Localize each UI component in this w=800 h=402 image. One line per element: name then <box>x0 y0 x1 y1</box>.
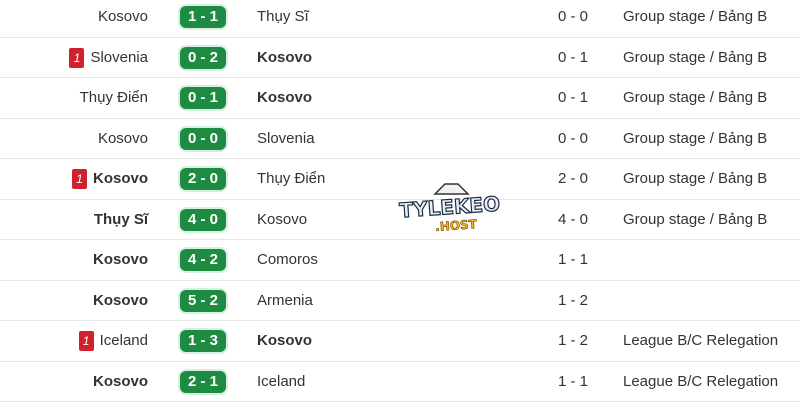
svg-text:TYLEKEO: TYLEKEO <box>399 192 501 223</box>
away-team-name: Kosovo <box>257 200 307 240</box>
svg-text:.HOST: .HOST <box>435 217 478 234</box>
home-team-name: Thụy Sĩ <box>94 200 148 240</box>
match-row[interactable]: Kosovo 1 - 1 Thụy Sĩ 0 - 0 Group stage /… <box>0 0 800 38</box>
score-badge[interactable]: 4 - 0 <box>180 209 226 231</box>
score-badge[interactable]: 2 - 1 <box>180 371 226 393</box>
competition: Group stage / Bảng B <box>623 0 767 37</box>
half-time-score: 4 - 0 <box>540 200 606 240</box>
competition: League B/C Relegation <box>623 321 778 361</box>
home-team: Kosovo <box>93 240 148 280</box>
half-time-score: 1 - 2 <box>540 281 606 321</box>
match-row[interactable]: Kosovo 0 - 0 Slovenia 0 - 0 Group stage … <box>0 119 800 160</box>
match-row[interactable]: Kosovo 4 - 2 Comoros 1 - 1 <box>0 240 800 281</box>
competition: Group stage / Bảng B <box>623 159 767 199</box>
away-team-name: Kosovo <box>257 321 312 361</box>
score-badge[interactable]: 5 - 2 <box>180 290 226 312</box>
home-team-name: Kosovo <box>93 240 148 280</box>
home-team: 1 Slovenia <box>69 38 148 78</box>
red-card-badge: 1 <box>79 331 94 351</box>
tylekeo-watermark-logo: TYLEKEO .HOST <box>390 180 510 240</box>
half-time-score: 1 - 2 <box>540 321 606 361</box>
away-team-name: Comoros <box>257 240 318 280</box>
away-team-name: Slovenia <box>257 119 315 159</box>
competition: Group stage / Bảng B <box>623 119 767 159</box>
home-team: Kosovo <box>93 281 148 321</box>
home-team: Thụy Điển <box>80 78 148 118</box>
match-row[interactable]: Kosovo 5 - 2 Armenia 1 - 2 <box>0 281 800 322</box>
half-time-score: 0 - 1 <box>540 78 606 118</box>
home-team-name: Kosovo <box>98 0 148 37</box>
away-team-name: Thụy Điển <box>257 159 325 199</box>
competition: League B/C Relegation <box>623 362 778 402</box>
home-team-name: Kosovo <box>93 362 148 402</box>
home-team-name: Kosovo <box>93 281 148 321</box>
red-card-badge: 1 <box>69 48 84 68</box>
home-team: 1 Iceland <box>79 321 148 361</box>
half-time-score: 0 - 1 <box>540 38 606 78</box>
half-time-score: 0 - 0 <box>540 0 606 37</box>
match-row[interactable]: 1 Iceland 1 - 3 Kosovo 1 - 2 League B/C R… <box>0 321 800 362</box>
home-team: 1 Kosovo <box>72 159 148 199</box>
score-badge[interactable]: 1 - 3 <box>180 330 226 352</box>
home-team: Thụy Sĩ <box>94 200 148 240</box>
half-time-score: 1 - 1 <box>540 362 606 402</box>
score-badge[interactable]: 4 - 2 <box>180 249 226 271</box>
away-team-name: Kosovo <box>257 38 312 78</box>
home-team-name: Thụy Điển <box>80 78 148 118</box>
home-team-name: Slovenia <box>90 38 148 78</box>
half-time-score: 0 - 0 <box>540 119 606 159</box>
score-badge[interactable]: 0 - 2 <box>180 47 226 69</box>
score-badge[interactable]: 0 - 0 <box>180 128 226 150</box>
half-time-score: 2 - 0 <box>540 159 606 199</box>
competition: Group stage / Bảng B <box>623 78 767 118</box>
match-row[interactable]: Thụy Điển 0 - 1 Kosovo 0 - 1 Group stage… <box>0 78 800 119</box>
competition: Group stage / Bảng B <box>623 38 767 78</box>
red-card-badge: 1 <box>72 169 87 189</box>
away-team-name: Iceland <box>257 362 305 402</box>
score-badge[interactable]: 0 - 1 <box>180 87 226 109</box>
half-time-score: 1 - 1 <box>540 240 606 280</box>
score-badge[interactable]: 1 - 1 <box>180 6 226 28</box>
score-badge[interactable]: 2 - 0 <box>180 168 226 190</box>
away-team-name: Thụy Sĩ <box>257 0 309 37</box>
competition: Group stage / Bảng B <box>623 200 767 240</box>
home-team: Kosovo <box>98 119 148 159</box>
away-team-name: Kosovo <box>257 78 312 118</box>
away-team-name: Armenia <box>257 281 313 321</box>
home-team-name: Kosovo <box>93 159 148 199</box>
home-team: Kosovo <box>98 0 148 37</box>
match-row[interactable]: 1 Slovenia 0 - 2 Kosovo 0 - 1 Group stage… <box>0 38 800 79</box>
home-team-name: Iceland <box>100 321 148 361</box>
match-row[interactable]: Kosovo 2 - 1 Iceland 1 - 1 League B/C Re… <box>0 362 800 402</box>
home-team-name: Kosovo <box>98 119 148 159</box>
home-team: Kosovo <box>93 362 148 402</box>
